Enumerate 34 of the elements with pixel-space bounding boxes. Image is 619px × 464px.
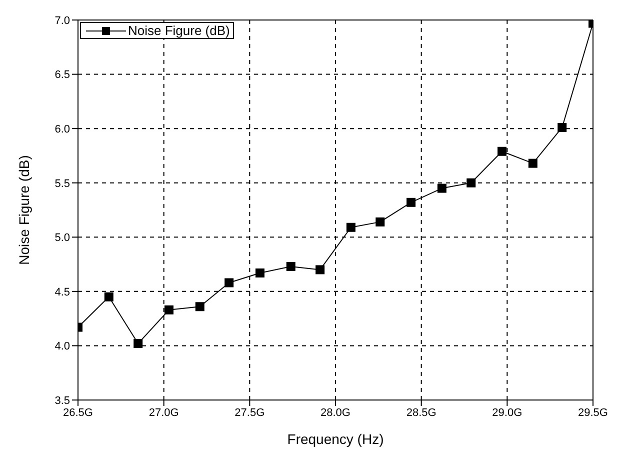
y-tick-label: 5.5 [54, 178, 70, 190]
point [466, 178, 476, 188]
x-tick-label: 26.5G [63, 406, 93, 419]
y-tick-label: 4.0 [54, 340, 70, 353]
point [286, 262, 296, 271]
x-tick-label: 28.0G [320, 406, 350, 419]
point [437, 184, 446, 193]
point [316, 265, 325, 274]
y-tick-label: 3.5 [54, 394, 70, 407]
legend-label: Noise Figure (dB) [128, 23, 230, 38]
y-axis-title: Noise Figure (dB) [16, 155, 32, 265]
x-tick-label: 29.5G [578, 406, 608, 419]
x-axis-title: Frequency (Hz) [287, 431, 384, 447]
point [498, 146, 507, 156]
point [164, 305, 174, 314]
point [255, 268, 264, 278]
x-tick-label: 27.5G [234, 406, 265, 419]
y-tick-label: 5.0 [54, 232, 70, 244]
point [346, 222, 356, 232]
point [376, 217, 385, 226]
x-tick-label: 27.0G [148, 406, 179, 419]
x-tick-label: 28.5G [406, 406, 436, 419]
point [558, 122, 567, 132]
point [528, 158, 538, 168]
point [104, 292, 114, 302]
x-tick-label: 29.0G [492, 406, 522, 419]
y-tick-label: 6.0 [54, 123, 70, 136]
point [134, 339, 143, 348]
y-tick-label: 7.0 [54, 14, 70, 27]
point [224, 278, 234, 288]
point [406, 198, 416, 207]
point [195, 302, 204, 312]
y-tick-label: 4.5 [54, 286, 70, 298]
y-tick-label: 6.5 [54, 69, 70, 82]
